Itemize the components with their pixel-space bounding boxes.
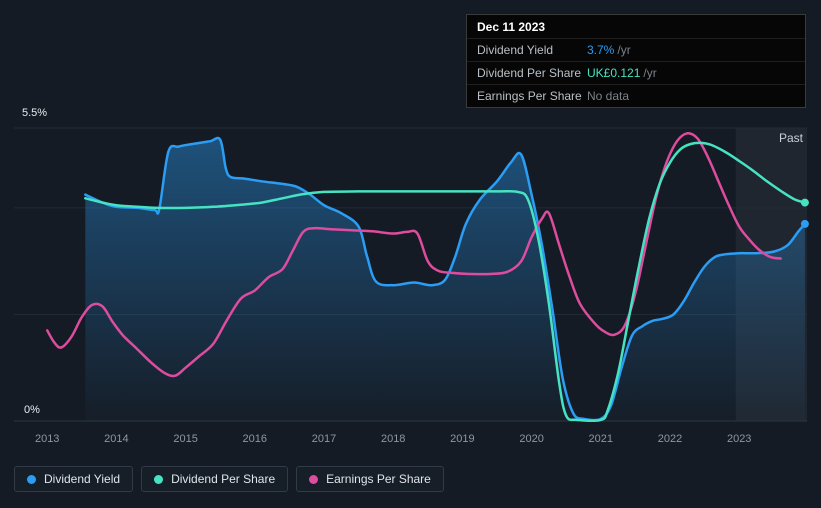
- end-dot-dividend_per_share: [800, 198, 809, 207]
- x-axis-label-2017: 2017: [312, 433, 336, 445]
- legend-item-dividend-per-share[interactable]: Dividend Per Share: [141, 466, 289, 492]
- end-dot-dividend_yield: [800, 219, 809, 228]
- tooltip-value-number: 3.7%: [587, 43, 615, 57]
- dividend-yield-dot-icon: [27, 474, 36, 484]
- y-axis-max-label: 5.5%: [22, 107, 48, 119]
- line-dividend_per_share: [84, 141, 807, 422]
- x-axis-label-2013: 2013: [35, 433, 59, 445]
- legend-item-earnings-per-share[interactable]: Earnings Per Share: [296, 466, 444, 492]
- x-axis-label-2020: 2020: [519, 433, 543, 445]
- legend-label: Earnings Per Share: [326, 472, 431, 486]
- x-axis-label-2016: 2016: [243, 433, 267, 445]
- x-axis-label-2019: 2019: [450, 433, 474, 445]
- plot-area: [45, 132, 807, 422]
- chart-tooltip: Dec 11 2023 Dividend Yield 3.7%/yr Divid…: [466, 14, 806, 108]
- line-earnings_per_share: [45, 132, 782, 378]
- tooltip-date: Dec 11 2023: [477, 20, 546, 34]
- tooltip-row-dividend-per-share: Dividend Per Share UK£0.121/yr: [467, 61, 805, 84]
- dividend-per-share-dot-icon: [154, 474, 164, 484]
- y-axis-min-label: 0%: [24, 404, 40, 416]
- x-axis-label-2015: 2015: [173, 433, 197, 445]
- x-axis-label-2021: 2021: [589, 433, 613, 445]
- x-axis-label-2023: 2023: [727, 433, 751, 445]
- earnings-per-share-dot-icon: [309, 474, 319, 484]
- tooltip-value-number: UK£0.121: [587, 66, 641, 80]
- tooltip-value: 3.7%/yr: [587, 43, 631, 57]
- tooltip-label: Earnings Per Share: [477, 89, 582, 103]
- tooltip-value: No data: [587, 89, 629, 103]
- tooltip-label: Dividend Yield: [477, 43, 554, 57]
- x-axis-label-2022: 2022: [658, 433, 682, 445]
- x-axis-label-2014: 2014: [104, 433, 128, 445]
- tooltip-label: Dividend Per Share: [477, 66, 582, 80]
- tooltip-value: UK£0.121/yr: [587, 66, 657, 80]
- tooltip-row-dividend-yield: Dividend Yield 3.7%/yr: [467, 38, 805, 61]
- tooltip-value-suffix: /yr: [643, 66, 657, 80]
- tooltip-value-suffix: /yr: [617, 43, 631, 57]
- line-dividend_yield: [84, 136, 807, 422]
- tooltip-value-number: No data: [587, 89, 630, 103]
- legend-item-dividend-yield[interactable]: Dividend Yield: [14, 466, 134, 492]
- tooltip-row-earnings-per-share: Earnings Per Share No data: [467, 84, 805, 107]
- chart-legend: Dividend Yield Dividend Per Share Earnin…: [14, 466, 444, 492]
- past-region-label: Past: [778, 131, 803, 145]
- legend-label: Dividend Yield: [44, 472, 121, 486]
- area-dividend_yield: [85, 137, 805, 422]
- x-axis-label-2018: 2018: [381, 433, 405, 445]
- legend-label: Dividend Per Share: [171, 472, 276, 486]
